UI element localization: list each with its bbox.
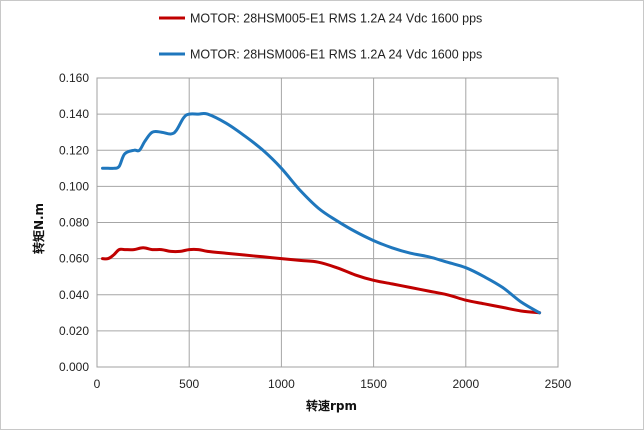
gridlines <box>96 77 559 368</box>
legend-label-2: MOTOR: 28HSM006-E1 RMS 1.2A 24 Vdc 1600 … <box>190 48 482 62</box>
series-line-2 <box>101 111 542 315</box>
y-tick-label: 0.020 <box>59 324 89 338</box>
x-axis-label: 转速rpm <box>306 398 357 413</box>
y-tick-label: 0.140 <box>59 107 89 121</box>
x-tick-label: 500 <box>179 377 199 391</box>
y-tick-label: 0.000 <box>59 360 89 374</box>
y-tick-label: 0.060 <box>59 252 89 266</box>
legend-label-1: MOTOR: 28HSM005-E1 RMS 1.2A 24 Vdc 1600 … <box>190 12 482 26</box>
series-line-1 <box>101 246 542 315</box>
plot-area <box>96 77 559 368</box>
y-tick-label: 0.120 <box>59 143 89 157</box>
x-tick-label: 2500 <box>545 377 572 391</box>
x-axis-ticks: 0 500 1000 1500 2000 2500 <box>94 377 572 391</box>
x-tick-label: 1000 <box>268 377 295 391</box>
y-tick-label: 0.100 <box>59 179 89 193</box>
y-axis-ticks: 0.000 0.020 0.040 0.060 0.080 0.100 0.120 0.140… <box>59 71 89 374</box>
y-tick-label: 0.080 <box>59 216 89 230</box>
legend: MOTOR: 28HSM005-E1 RMS 1.2A 24 Vdc 1600 … <box>159 12 482 62</box>
x-tick-label: 0 <box>94 377 101 391</box>
x-tick-label: 1500 <box>360 377 387 391</box>
series-layer <box>101 111 542 315</box>
y-axis-label: 转矩N.m <box>31 203 46 254</box>
x-tick-label: 2000 <box>452 377 479 391</box>
y-tick-label: 0.160 <box>59 71 89 85</box>
y-tick-label: 0.040 <box>59 288 89 302</box>
